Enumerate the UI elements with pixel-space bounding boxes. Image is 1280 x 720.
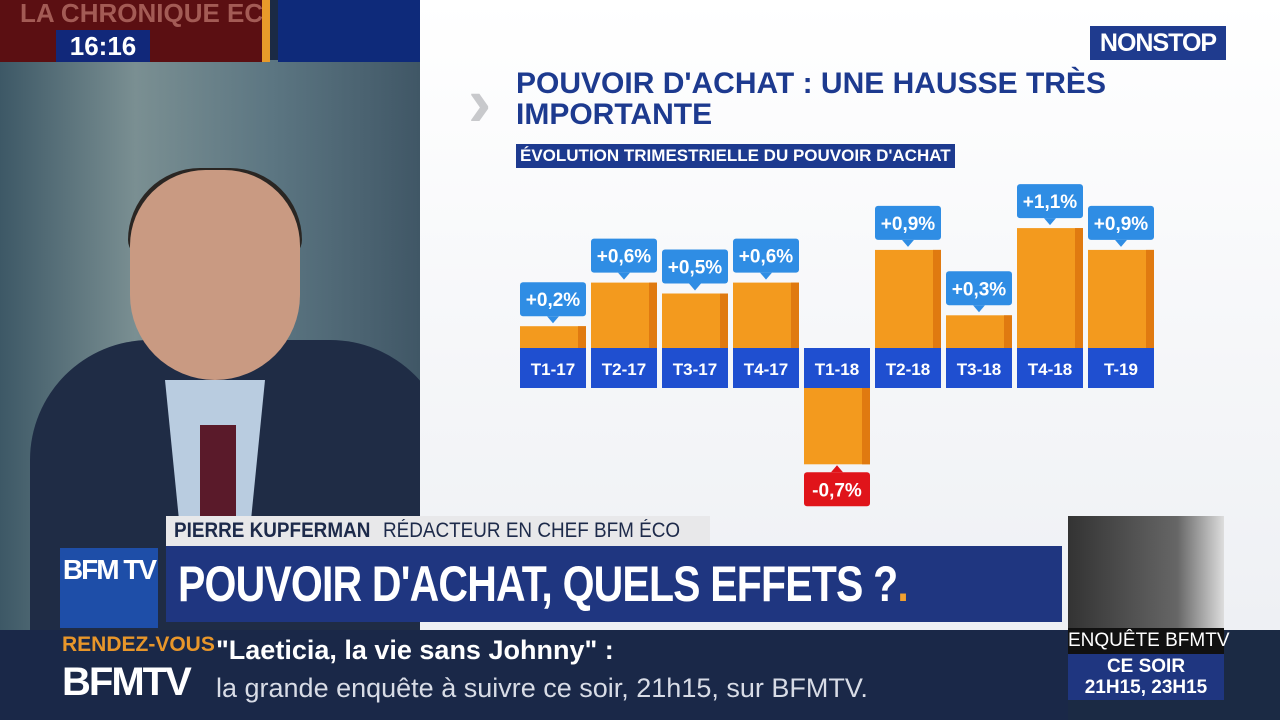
value-label: +0,5%	[668, 258, 723, 279]
promo-image	[1068, 516, 1224, 628]
category-label: T3-18	[957, 360, 1001, 379]
promo-times: 21H15, 23H15	[1084, 677, 1208, 698]
promo-box: ENQUÊTE BFMTV CE SOIR 21H15, 23H15	[1068, 516, 1230, 700]
value-label-box	[662, 249, 728, 284]
category-label: T1-18	[815, 360, 859, 379]
chart-title: POUVOIR D'ACHAT : UNE HAUSSE TRÈS IMPORT…	[516, 67, 1106, 131]
category-box	[946, 348, 1012, 388]
bar-shade	[720, 293, 728, 348]
value-label-pointer	[1115, 239, 1127, 247]
show-title: LA CHRONIQUE ECO	[20, 0, 270, 28]
category-label: T3-17	[673, 360, 717, 379]
value-label: +0,9%	[881, 214, 936, 235]
ticker-kicker: RENDEZ-VOUS	[62, 633, 215, 656]
value-label: +0,9%	[1094, 214, 1149, 235]
value-label-box	[1088, 205, 1154, 240]
nonstop-badge: NONSTOP	[1090, 26, 1226, 60]
category-box	[662, 348, 728, 388]
guest-name: PIERRE KUPFERMAN	[174, 519, 371, 542]
bar-shade	[1075, 228, 1083, 348]
bar-shade	[1004, 315, 1012, 348]
bar	[804, 388, 870, 465]
bar	[875, 249, 941, 348]
category-box	[1088, 348, 1154, 388]
value-label: +1,1%	[1023, 192, 1078, 213]
bar	[946, 315, 1012, 348]
bar	[662, 293, 728, 348]
bar-shade	[578, 326, 586, 348]
value-label-box	[875, 205, 941, 240]
ticker-line-1: "Laeticia, la vie sans Johnny" :	[216, 635, 614, 665]
name-bar: PIERRE KUPFERMAN RÉDACTEUR EN CHEF BFM ÉC…	[166, 516, 710, 546]
promo-schedule: CE SOIR 21H15, 23H15	[1068, 654, 1224, 700]
bar-shade	[862, 388, 870, 465]
ticker-bar	[0, 630, 1068, 720]
value-label-pointer	[973, 305, 985, 313]
clock: 16:16	[56, 30, 150, 62]
category-box	[520, 348, 586, 388]
category-box	[804, 348, 870, 388]
presenter-head	[130, 170, 300, 380]
category-label: T-19	[1104, 360, 1138, 379]
value-label-box	[1017, 184, 1083, 219]
bar	[520, 326, 586, 348]
value-label-pointer	[1044, 218, 1056, 226]
value-label-pointer	[689, 283, 701, 291]
category-box	[1017, 348, 1083, 388]
value-label: +0,6%	[597, 247, 652, 268]
ticker-line-2: la grande enquête à suivre ce soir, 21h1…	[216, 673, 868, 703]
bar	[733, 282, 799, 348]
value-label-pointer	[618, 272, 630, 280]
category-box	[875, 348, 941, 388]
value-label-pointer	[831, 465, 843, 473]
chevron-right-icon: ›	[468, 63, 492, 141]
value-label-box	[946, 271, 1012, 306]
value-label-pointer	[547, 316, 559, 324]
value-label-box	[520, 282, 586, 317]
value-label-box	[591, 238, 657, 273]
value-label-box	[804, 472, 870, 507]
promo-title: ENQUÊTE BFMTV	[1068, 628, 1230, 654]
bar-chart: T1-17 +0,2% T2-17 +0,6% T3-17 +0,5% T4-17 +0,6%…	[520, 184, 1154, 507]
chart-subtitle: ÉVOLUTION TRIMESTRIELLE DU POUVOIR D'ACH…	[516, 144, 955, 168]
headline: POUVOIR D'ACHAT, QUELS EFFETS ?.	[166, 546, 1062, 622]
value-label: +0,2%	[526, 290, 581, 311]
top-blue-panel	[278, 0, 420, 62]
ticker-brand: BFMTV	[62, 660, 192, 704]
bar	[591, 282, 657, 348]
category-label: T4-17	[744, 360, 788, 379]
bar	[1088, 249, 1154, 348]
value-label-box	[733, 238, 799, 273]
accent-stripe	[262, 0, 270, 62]
value-label-pointer	[902, 239, 914, 247]
headline-text: POUVOIR D'ACHAT, QUELS EFFETS ?	[178, 556, 898, 612]
category-label: T2-17	[602, 360, 646, 379]
value-label: -0,7%	[812, 480, 862, 501]
bar-shade	[649, 282, 657, 348]
bfmtv-logo: BFM TV	[60, 548, 158, 628]
value-label: +0,6%	[739, 247, 794, 268]
bar	[1017, 228, 1083, 348]
value-label: +0,3%	[952, 279, 1007, 300]
value-label-pointer	[760, 272, 772, 280]
category-box	[733, 348, 799, 388]
bar-shade	[933, 249, 941, 348]
category-box	[591, 348, 657, 388]
category-label: T1-17	[531, 360, 575, 379]
promo-when: CE SOIR	[1106, 656, 1186, 677]
category-label: T2-18	[886, 360, 930, 379]
guest-role: RÉDACTEUR EN CHEF BFM ÉCO	[382, 519, 681, 542]
bar-shade	[1146, 249, 1154, 348]
bar-shade	[791, 282, 799, 348]
category-label: T4-18	[1028, 360, 1072, 379]
